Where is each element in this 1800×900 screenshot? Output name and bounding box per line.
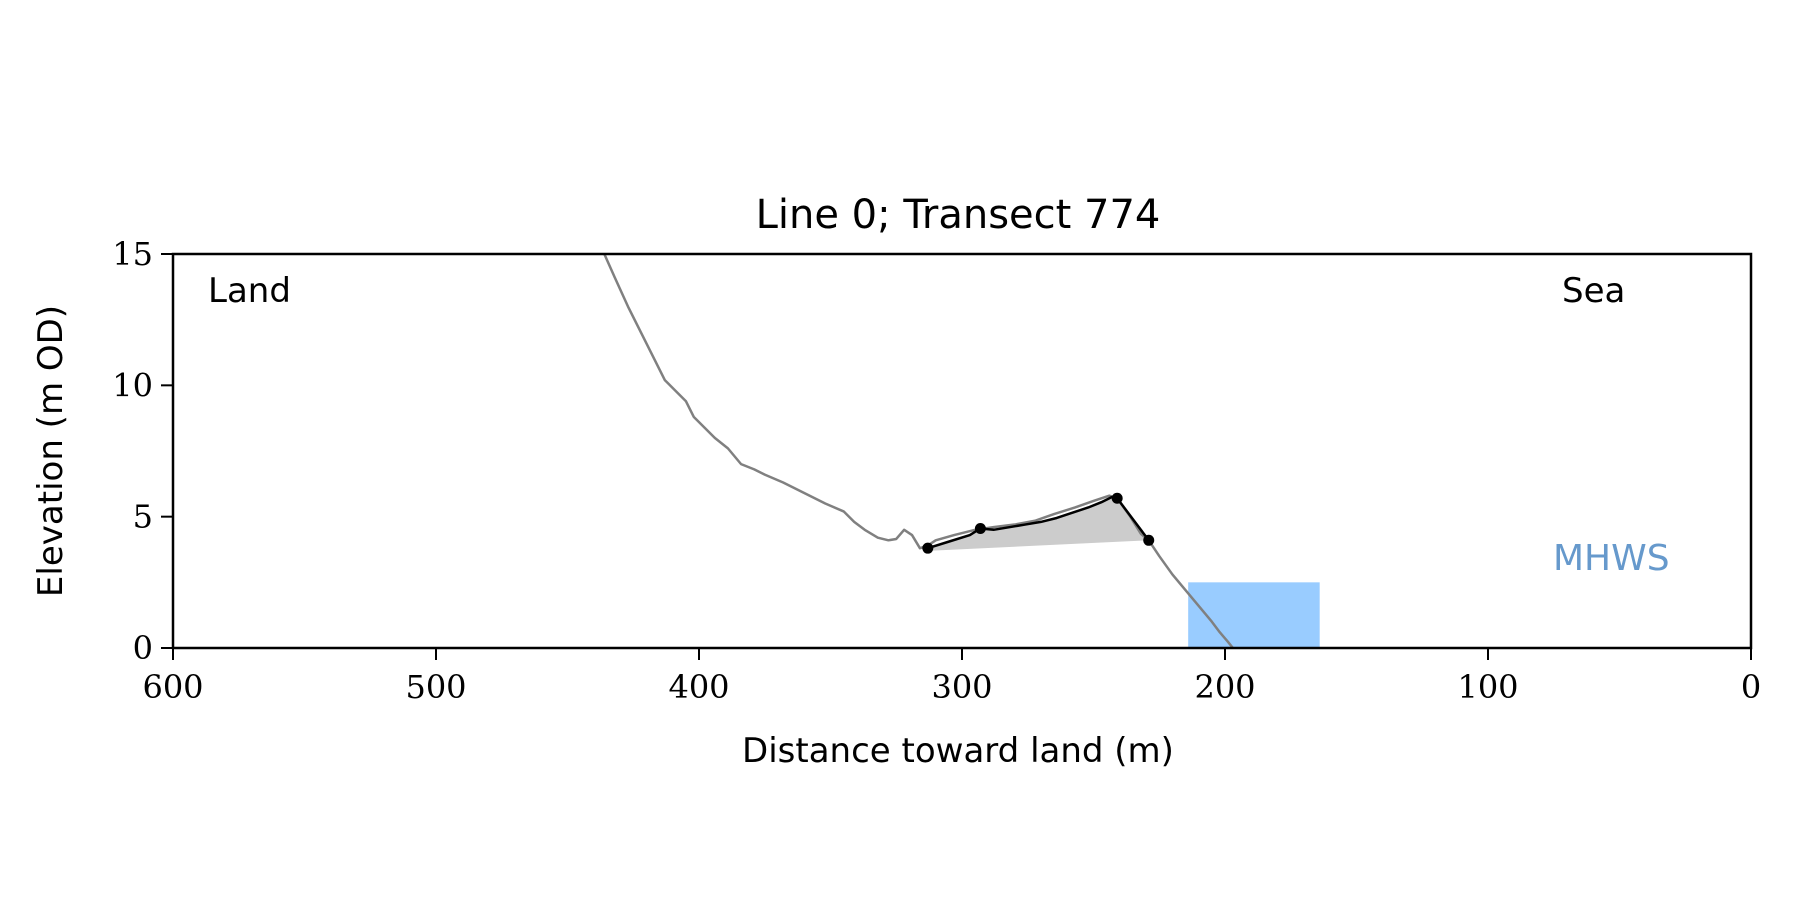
- x-tick-label: 300: [931, 668, 992, 706]
- x-axis-label: Distance toward land (m): [742, 731, 1174, 771]
- plot-area: [603, 253, 1320, 649]
- y-tick-label: 0: [133, 629, 153, 667]
- y-ticks: 0 5 10 15: [112, 235, 173, 667]
- sea-annotation: Sea: [1562, 271, 1625, 311]
- chart-title: Line 0; Transect 774: [756, 192, 1161, 238]
- marker-point: [1111, 492, 1123, 504]
- shaded-area: [927, 496, 1149, 551]
- x-tick-label: 500: [405, 668, 466, 706]
- mhws-label: MHWS: [1553, 538, 1670, 579]
- y-tick-label: 15: [112, 235, 153, 273]
- y-axis-label: Elevation (m OD): [31, 305, 71, 597]
- x-tick-label: 400: [668, 668, 729, 706]
- cliff-segment-line: [927, 495, 1150, 550]
- x-tick-label: 200: [1194, 668, 1255, 706]
- mhws-band: [1188, 582, 1320, 648]
- profile-line: [603, 253, 1234, 649]
- marker-point: [974, 522, 986, 534]
- y-tick-label: 5: [133, 498, 153, 536]
- x-tick-label: 100: [1457, 668, 1518, 706]
- x-ticks: 600 500 400 300 200 100 0: [142, 648, 1761, 706]
- y-tick-label: 10: [112, 366, 153, 404]
- x-tick-label: 0: [1741, 668, 1761, 706]
- land-annotation: Land: [208, 271, 291, 311]
- axes-frame: [171, 252, 1753, 650]
- x-tick-label: 600: [142, 668, 203, 706]
- marker-point: [1143, 534, 1155, 546]
- marker-point: [922, 542, 934, 554]
